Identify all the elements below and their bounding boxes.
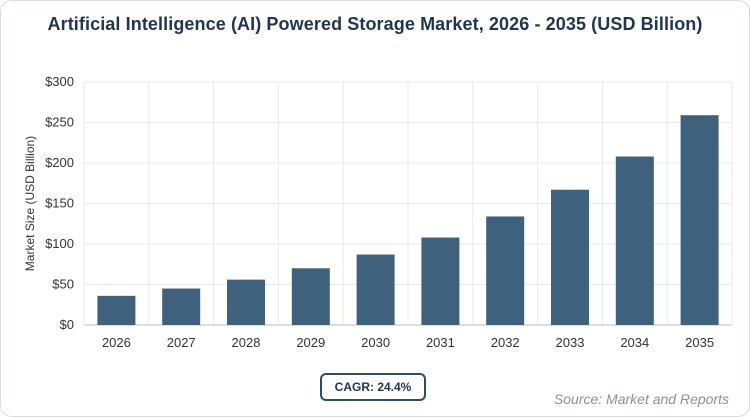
- y-tick-label: $200: [45, 155, 74, 170]
- bar: [356, 254, 395, 325]
- x-tick-label: 2033: [556, 335, 585, 350]
- source-label: Source: Market and Reports: [553, 391, 729, 407]
- x-tick-label: 2030: [361, 335, 390, 350]
- x-tick-label: 2027: [167, 335, 196, 350]
- bar: [227, 279, 265, 325]
- y-tick-label: $250: [45, 115, 74, 130]
- chart-title: Artificial Intelligence (AI) Powered Sto…: [47, 14, 703, 34]
- y-tick-label: $300: [45, 74, 74, 89]
- y-tick-label: $150: [45, 196, 74, 211]
- bar: [680, 115, 719, 326]
- bar: [421, 237, 460, 325]
- cagr-badge: CAGR: 24.4%: [320, 373, 426, 401]
- y-tick-label: $0: [60, 317, 74, 332]
- y-tick-label: $50: [52, 277, 74, 292]
- bar: [291, 268, 330, 325]
- bar: [615, 156, 654, 325]
- x-tick-label: 2031: [426, 335, 455, 350]
- bar: [97, 295, 136, 325]
- x-tick-label: 2026: [102, 335, 131, 350]
- bar: [486, 216, 525, 325]
- bar: [551, 189, 589, 325]
- x-tick-label: 2029: [296, 335, 325, 350]
- x-tick-label: 2034: [620, 335, 649, 350]
- x-tick-label: 2032: [491, 335, 520, 350]
- x-tick-label: 2035: [685, 335, 714, 350]
- bar: [162, 288, 201, 325]
- y-tick-label: $100: [45, 236, 74, 251]
- y-axis-label: Market Size (USD Billion): [23, 136, 37, 271]
- x-tick-label: 2028: [232, 335, 261, 350]
